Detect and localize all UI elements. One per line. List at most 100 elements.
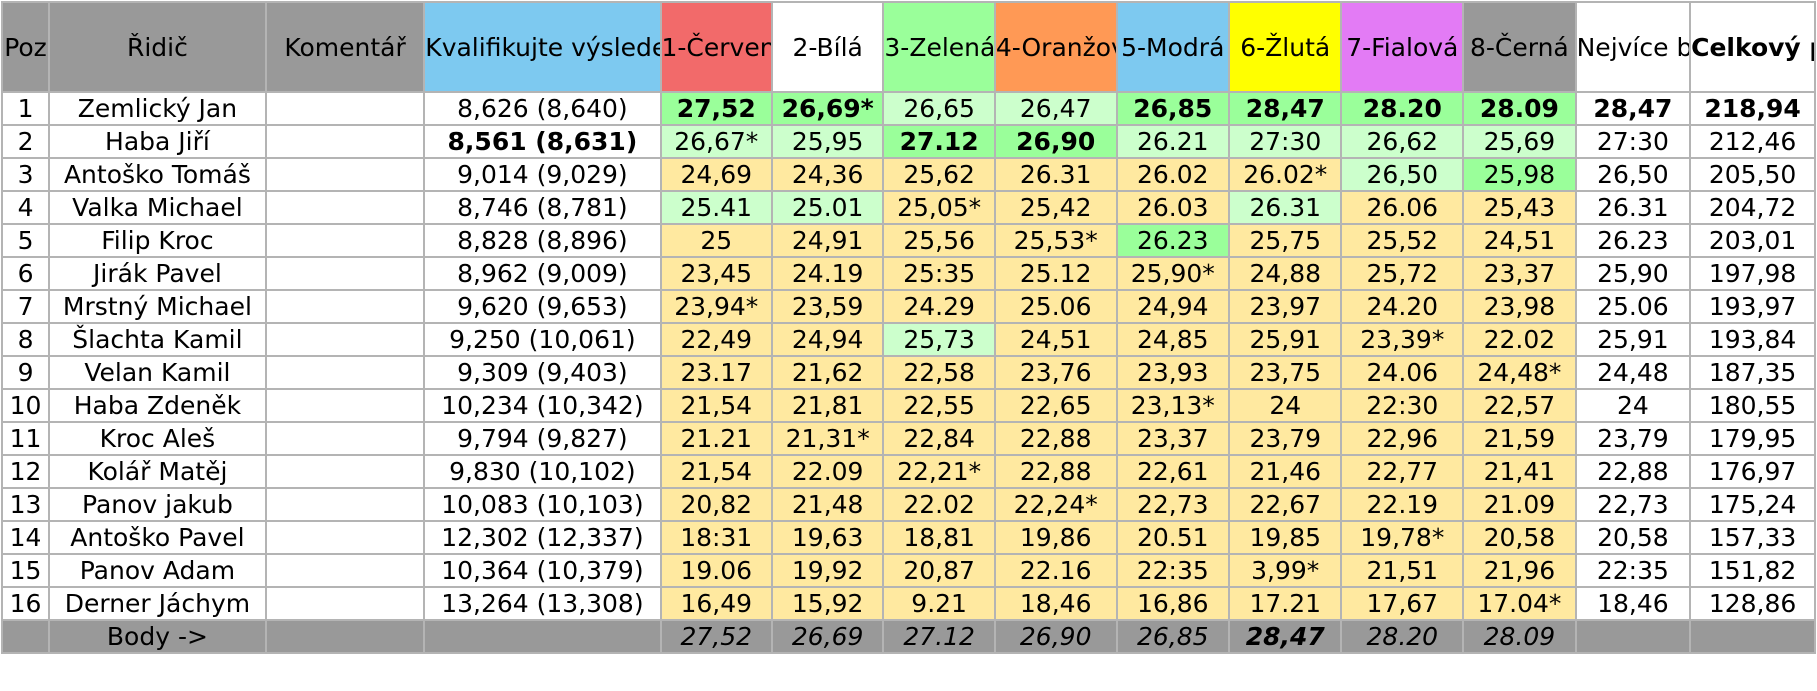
cell-pos: 14: [0, 520, 51, 555]
cell-lane-2: 21,48: [770, 487, 885, 522]
cell-lane-2: 24,36: [770, 157, 885, 192]
cell-qual: 9,309 (9,403): [423, 355, 662, 390]
cell-lane-1: 23.17: [659, 355, 773, 390]
cell-lane-2: 25,95: [770, 124, 885, 159]
cell-lane-7: 22,96: [1340, 421, 1465, 456]
cell-driver: Velan Kamil: [48, 355, 267, 390]
cell-pos: 11: [0, 421, 51, 456]
footer-lane-1: 27,52: [659, 619, 773, 654]
cell-lane-8: 20,58: [1462, 520, 1577, 555]
cell-lane-6: 19,85: [1227, 520, 1343, 555]
table-row: 1 Zemlický Jan 8,626 (8,640) 27,52 26,69* 26,…: [0, 91, 1816, 126]
cell-lane-5: 23,37: [1115, 421, 1231, 456]
cell-driver: Antoško Pavel: [48, 520, 267, 555]
cell-lane-1: 27,52: [659, 91, 773, 126]
cell-qual: 9,620 (9,653): [423, 289, 662, 324]
cell-lane-1: 26,67*: [659, 124, 773, 159]
cell-lane-8: 24,51: [1462, 223, 1577, 258]
cell-best: 25,91: [1574, 322, 1692, 357]
cell-lane-6: 28,47: [1227, 91, 1343, 126]
cell-pos: 1: [0, 91, 51, 126]
cell-driver: Panov jakub: [48, 487, 267, 522]
table-row: 6 Jirák Pavel 8,962 (9,009) 23,45 24.19 25:35…: [0, 256, 1816, 291]
table-row: 4 Valka Michael 8,746 (8,781) 25.41 25.01 25,…: [0, 190, 1816, 225]
cell-pos: 7: [0, 289, 51, 324]
cell-lane-5: 23,13*: [1115, 388, 1231, 423]
cell-lane-8: 21,41: [1462, 454, 1577, 489]
cell-total: 218,94: [1689, 91, 1816, 126]
cell-lane-5: 22:35: [1115, 553, 1231, 588]
cell-lane-1: 19.06: [659, 553, 773, 588]
cell-lane-2: 19,92: [770, 553, 885, 588]
cell-lane-6: 23,75: [1227, 355, 1343, 390]
footer-empty-comment: [264, 619, 426, 654]
cell-best: 25.06: [1574, 289, 1692, 324]
cell-best: 20,58: [1574, 520, 1692, 555]
cell-total: 176,97: [1689, 454, 1816, 489]
cell-lane-3: 26,65: [882, 91, 996, 126]
cell-lane-7: 22,77: [1340, 454, 1465, 489]
cell-comment: [264, 520, 426, 555]
cell-lane-3: 22,58: [882, 355, 996, 390]
cell-lane-8: 23,98: [1462, 289, 1577, 324]
cell-lane-4: 22.16: [993, 553, 1118, 588]
cell-lane-5: 22,61: [1115, 454, 1231, 489]
cell-pos: 8: [0, 322, 51, 357]
footer-empty-best: [1574, 619, 1692, 654]
cell-lane-3: 25,05*: [882, 190, 996, 225]
cell-lane-8: 25,69: [1462, 124, 1577, 159]
cell-lane-1: 25: [659, 223, 773, 258]
cell-lane-3: 9.21: [882, 586, 996, 621]
footer-empty-qual: [423, 619, 662, 654]
cell-driver: Panov Adam: [48, 553, 267, 588]
cell-lane-8: 28.09: [1462, 91, 1577, 126]
table-row: 9 Velan Kamil 9,309 (9,403) 23.17 21,62 22,58…: [0, 355, 1816, 390]
cell-driver: Kroc Aleš: [48, 421, 267, 456]
cell-total: 175,24: [1689, 487, 1816, 522]
cell-comment: [264, 586, 426, 621]
cell-comment: [264, 223, 426, 258]
cell-lane-3: 24.29: [882, 289, 996, 324]
cell-qual: 9,014 (9,029): [423, 157, 662, 192]
cell-qual: 9,830 (10,102): [423, 454, 662, 489]
cell-lane-6: 23,97: [1227, 289, 1343, 324]
footer-lane-7: 28.20: [1340, 619, 1465, 654]
cell-lane-6: 26.31: [1227, 190, 1343, 225]
cell-qual: 9,794 (9,827): [423, 421, 662, 456]
footer-lane-5: 26,85: [1115, 619, 1231, 654]
cell-best: 18,46: [1574, 586, 1692, 621]
cell-lane-7: 28.20: [1340, 91, 1465, 126]
cell-comment: [264, 289, 426, 324]
cell-lane-4: 22,88: [993, 454, 1118, 489]
cell-lane-6: 23,79: [1227, 421, 1343, 456]
cell-lane-6: 26.02*: [1227, 157, 1343, 192]
cell-qual: 8,828 (8,896): [423, 223, 662, 258]
cell-best: 28,47: [1574, 91, 1692, 126]
cell-lane-3: 20,87: [882, 553, 996, 588]
footer-lane-6: 28,47: [1227, 619, 1343, 654]
cell-pos: 2: [0, 124, 51, 159]
cell-lane-7: 26,50: [1340, 157, 1465, 192]
cell-lane-2: 21,81: [770, 388, 885, 423]
cell-best: 24,48: [1574, 355, 1692, 390]
cell-comment: [264, 487, 426, 522]
cell-lane-1: 23,45: [659, 256, 773, 291]
header-lane-2: 2-Bílá: [770, 1, 885, 93]
header-row: Poz Řidič Komentář Kvalifikujte výsledek…: [0, 1, 1816, 93]
cell-comment: [264, 190, 426, 225]
cell-total: 180,55: [1689, 388, 1816, 423]
cell-lane-8: 24,48*: [1462, 355, 1577, 390]
results-table: Poz Řidič Komentář Kvalifikujte výsledek…: [0, 1, 1816, 654]
cell-driver: Derner Jáchym: [48, 586, 267, 621]
cell-lane-6: 25,75: [1227, 223, 1343, 258]
cell-lane-2: 26,69*: [770, 91, 885, 126]
cell-lane-4: 25.06: [993, 289, 1118, 324]
cell-pos: 5: [0, 223, 51, 258]
cell-total: 212,46: [1689, 124, 1816, 159]
cell-pos: 13: [0, 487, 51, 522]
table-row: 14 Antoško Pavel 12,302 (12,337) 18:31 19,63…: [0, 520, 1816, 555]
cell-comment: [264, 124, 426, 159]
cell-driver: Zemlický Jan: [48, 91, 267, 126]
cell-comment: [264, 553, 426, 588]
cell-lane-2: 24,91: [770, 223, 885, 258]
